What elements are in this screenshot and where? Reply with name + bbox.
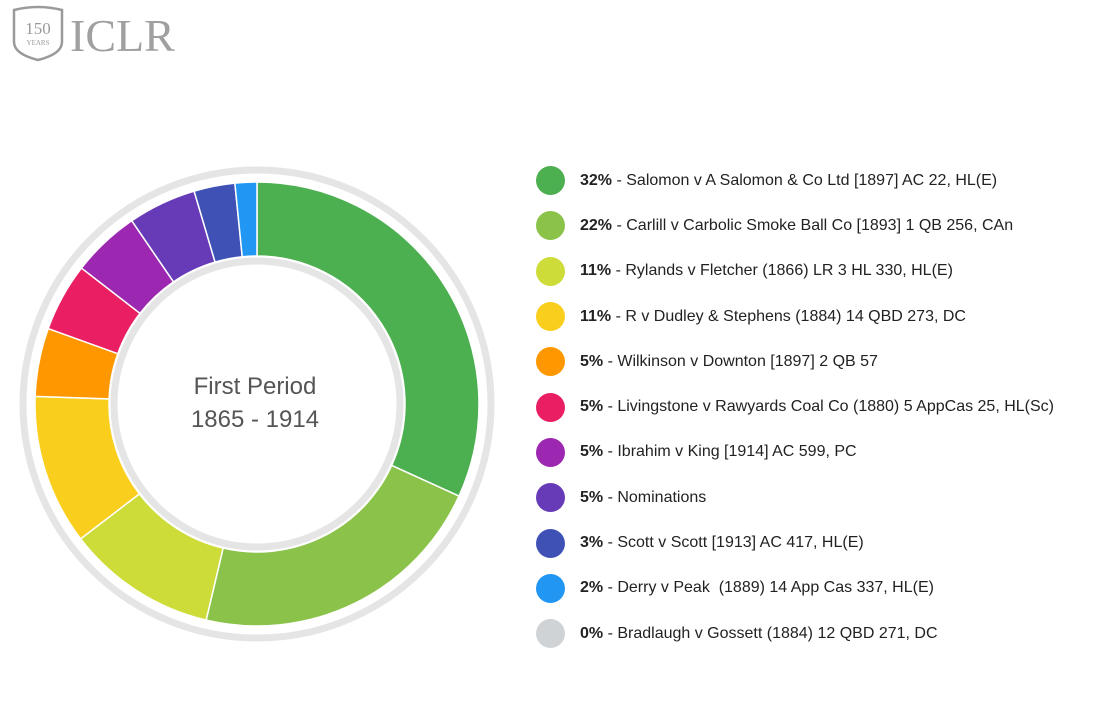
legend-label: 5% - Wilkinson v Downton [1897] 2 QB 57 [580,352,878,370]
legend-percent: 11% [580,307,612,325]
legend-swatch [536,302,565,332]
legend-percent: 32% [580,171,613,189]
legend-item[interactable]: 22% - Carlill v Carbolic Smoke Ball Co [… [536,203,1054,248]
legend-item[interactable]: 5% - Ibrahim v King [1914] AC 599, PC [536,430,1054,475]
legend-item[interactable]: 11% - R v Dudley & Stephens (1884) 14 QB… [536,294,1054,339]
center-label-title: First Period [194,373,317,400]
legend-case-name: Derry v Peak (1889) 14 App Cas 337, HL(E… [617,579,934,597]
legend-case-name: Livingstone v Rawyards Coal Co (1880) 5 … [617,398,1054,416]
legend-case-name: Bradlaugh v Gossett (1884) 12 QBD 271, D… [617,624,938,642]
legend-case-name: Scott v Scott [1913] AC 417, HL(E) [617,534,864,552]
legend-percent: 5% [580,488,604,506]
legend-swatch [536,528,565,558]
legend-item[interactable]: 32% - Salomon v A Salomon & Co Ltd [1897… [536,158,1054,203]
legend-swatch [536,211,565,241]
legend-percent: 5% [580,398,604,416]
legend-percent: 2% [580,579,604,597]
legend-item[interactable]: 0% - Bradlaugh v Gossett (1884) 12 QBD 2… [536,611,1054,656]
legend-item[interactable]: 3% - Scott v Scott [1913] AC 417, HL(E) [536,520,1054,565]
logo-badge-text: YEARS [27,39,50,47]
legend-case-name: Nominations [617,488,707,506]
legend-swatch [536,619,565,649]
legend-percent: 22% [580,216,613,234]
legend-percent: 5% [580,443,604,461]
center-label-years: 1865 - 1914 [191,406,319,433]
legend-label: 0% - Bradlaugh v Gossett (1884) 12 QBD 2… [580,624,938,642]
logo-text: ICLR [70,10,175,61]
legend-label: 2% - Derry v Peak (1889) 14 App Cas 337,… [580,579,934,597]
legend-case-name: Carlill v Carbolic Smoke Ball Co [1893] … [626,216,1014,234]
legend-label: 11% - R v Dudley & Stephens (1884) 14 QB… [580,307,966,325]
legend-swatch [536,483,565,513]
legend-label: 5% - Livingstone v Rawyards Coal Co (188… [580,398,1054,416]
legend-label: 3% - Scott v Scott [1913] AC 417, HL(E) [580,534,864,552]
legend-swatch [536,573,565,603]
legend-percent: 3% [580,534,604,552]
legend-case-name: Rylands v Fletcher (1866) LR 3 HL 330, H… [625,262,953,280]
logo-badge-number: 150 [25,19,51,38]
legend-label: 5% - Nominations [580,488,707,506]
legend-label: 5% - Ibrahim v King [1914] AC 599, PC [580,443,857,461]
legend-item[interactable]: 11% - Rylands v Fletcher (1866) LR 3 HL … [536,249,1054,294]
legend: 32% - Salomon v A Salomon & Co Ltd [1897… [536,158,1054,656]
donut-slice[interactable] [256,181,480,498]
legend-percent: 5% [580,352,604,370]
legend-case-name: Wilkinson v Downton [1897] 2 QB 57 [617,352,878,370]
legend-case-name: R v Dudley & Stephens (1884) 14 QBD 273,… [625,307,966,325]
donut-chart: First Period 1865 - 1914 [19,166,495,642]
outer-ring [19,166,495,642]
legend-item[interactable]: 5% - Livingstone v Rawyards Coal Co (188… [536,384,1054,429]
legend-percent: 11% [580,262,612,280]
legend-swatch [536,166,565,196]
legend-label: 22% - Carlill v Carbolic Smoke Ball Co [… [580,216,1014,234]
legend-label: 11% - Rylands v Fletcher (1866) LR 3 HL … [580,262,953,280]
legend-percent: 0% [580,624,604,642]
inner-ring [110,257,404,551]
legend-item[interactable]: 5% - Nominations [536,475,1054,520]
donut-slice[interactable] [234,181,258,258]
legend-item[interactable]: 2% - Derry v Peak (1889) 14 App Cas 337,… [536,566,1054,611]
legend-swatch [536,256,565,286]
legend-swatch [536,437,565,467]
legend-item[interactable]: 5% - Wilkinson v Downton [1897] 2 QB 57 [536,339,1054,384]
legend-swatch [536,347,565,377]
legend-case-name: Ibrahim v King [1914] AC 599, PC [617,443,857,461]
legend-swatch [536,392,565,422]
iclr-logo: 150 YEARS ICLR [12,5,175,62]
legend-label: 32% - Salomon v A Salomon & Co Ltd [1897… [580,171,998,189]
legend-case-name: Salomon v A Salomon & Co Ltd [1897] AC 2… [626,171,998,189]
